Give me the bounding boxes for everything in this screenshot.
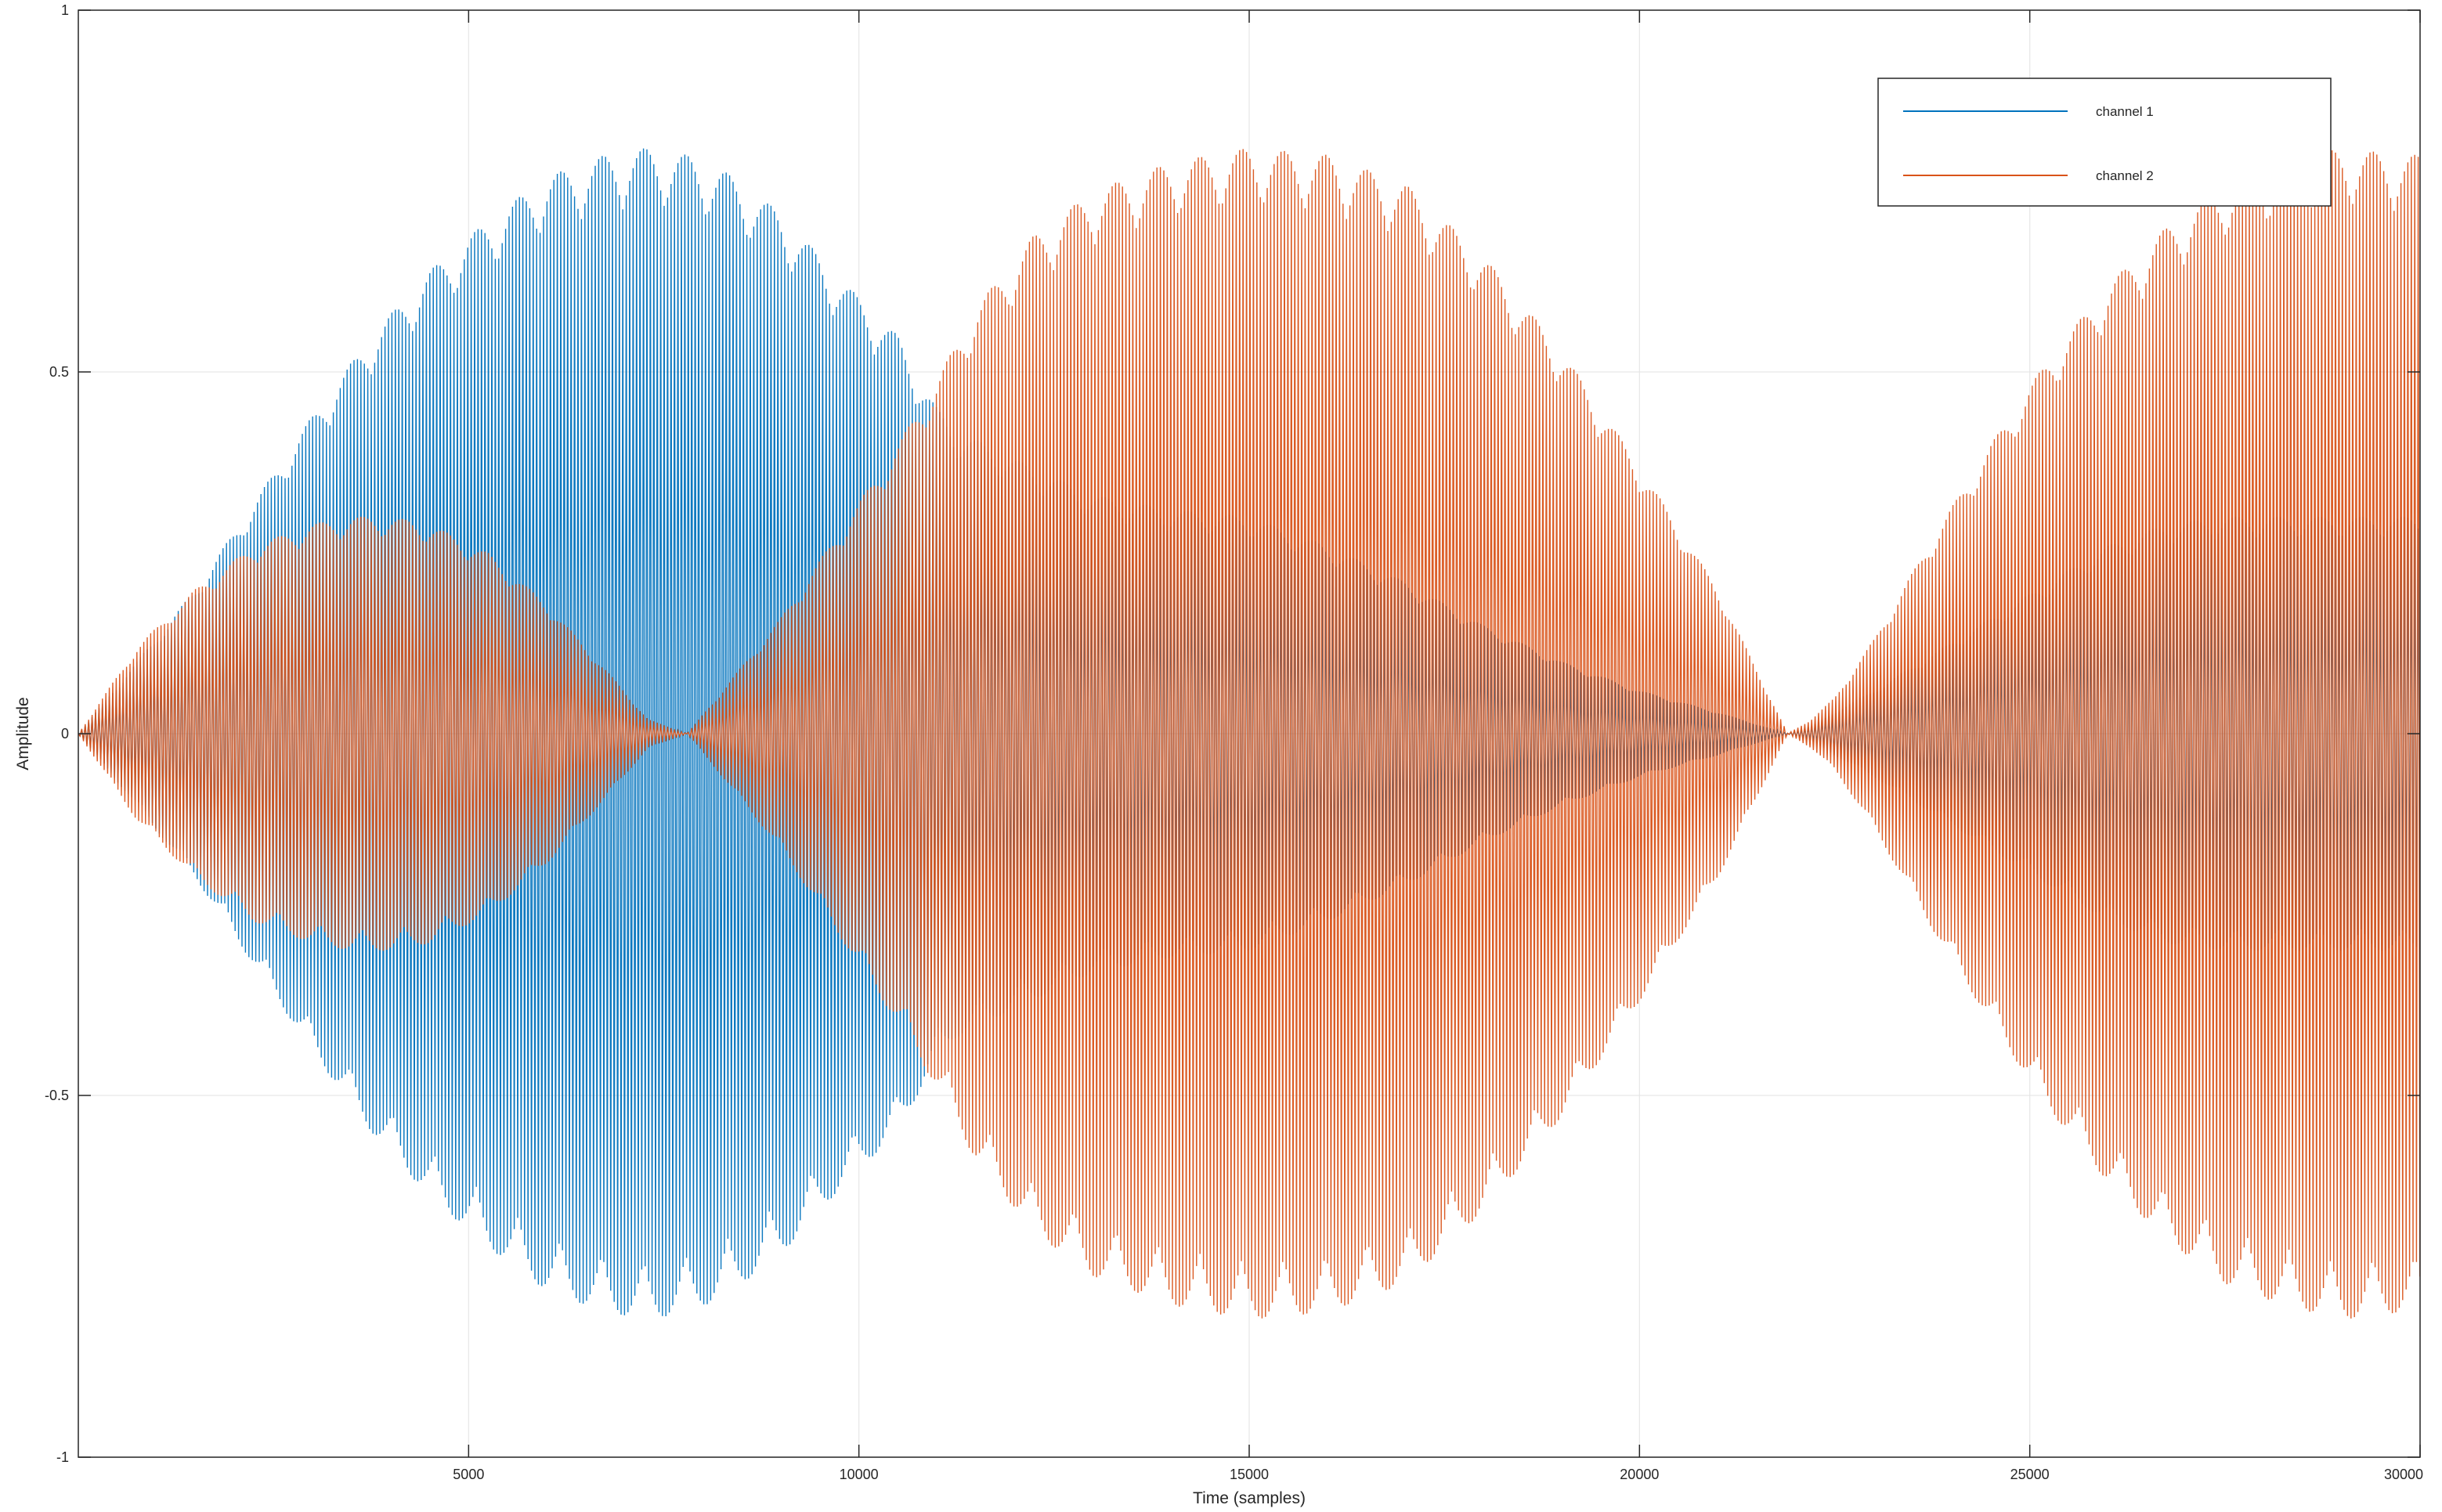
axis-ticks: 5000 10000 15000 20000 25000 30000 -1 -0.5 0 0.5 1 [45,2,2423,1482]
y-tick-label: 0 [61,726,69,742]
legend: channel 1 channel 2 [1877,78,2332,207]
x-tick-label: 15000 [1230,1467,1269,1482]
x-tick-label: 25000 [2010,1467,2050,1482]
x-tick-label: 20000 [1620,1467,1659,1482]
x-tick-label: 10000 [840,1467,879,1482]
legend-label-channel-1: channel 1 [2096,104,2154,119]
legend-frame [1877,78,2332,207]
y-axis-label: Amplitude [14,697,32,770]
y-tick-label: 1 [61,2,69,18]
y-tick-label: -1 [56,1449,69,1465]
y-tick-label: 0.5 [49,364,69,380]
x-tick-label: 5000 [453,1467,484,1482]
legend-label-channel-2: channel 2 [2096,168,2154,183]
x-axis-label: Time (samples) [1193,1489,1306,1507]
x-tick-label: 30000 [2384,1467,2423,1482]
series-line-channel-2 [78,149,2421,1319]
y-tick-label: -0.5 [45,1088,69,1103]
series-layer [78,148,2421,1319]
